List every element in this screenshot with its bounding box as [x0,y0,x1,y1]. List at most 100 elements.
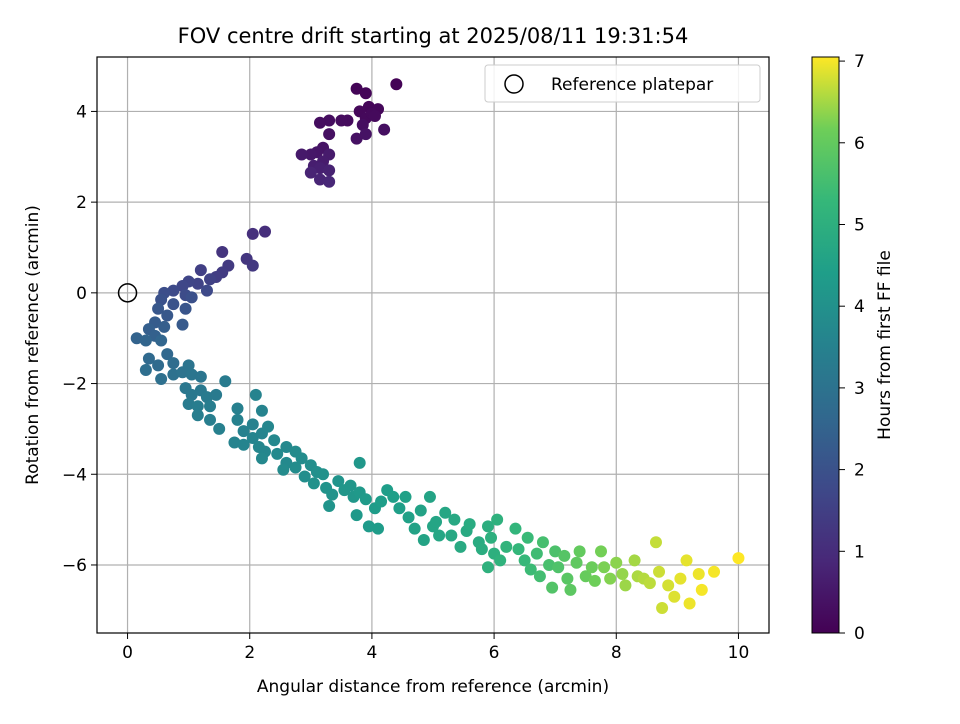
colorbar-ticks: 0 1 2 3 4 5 6 7 [839,52,865,644]
data-point [536,536,549,549]
data-point [326,488,339,501]
data-point [353,456,366,469]
data-point [500,540,513,553]
data-point [204,400,217,413]
data-point [323,128,336,141]
axes: 0 2 4 6 8 10 −6 −4 −2 0 2 4 [62,56,770,663]
data-point [255,404,268,417]
colorbar-gradient [811,56,840,634]
colorbar-tick-label: 0 [854,624,865,644]
data-point [268,434,281,447]
data-point [246,418,259,431]
legend: Reference platepar [484,64,761,103]
data-point [433,529,446,542]
data-point [139,363,152,376]
colorbar-tick-label: 6 [854,134,865,154]
data-point [295,148,308,161]
grid-lines [97,57,769,633]
chart-title: FOV centre drift starting at 2025/08/11 … [178,24,689,48]
data-point [372,522,385,535]
data-point [549,545,562,558]
colorbar-tick-label: 7 [854,52,865,72]
data-point [191,277,204,290]
x-tick-label: 0 [122,643,133,663]
data-point [323,500,336,513]
data-point [598,561,611,574]
data-point [167,298,180,311]
legend-label: Reference platepar [551,75,713,95]
data-point [313,162,326,175]
legend-box [484,64,761,103]
data-point [494,554,507,567]
data-point [210,388,223,401]
data-point [628,554,641,567]
data-point [546,581,559,594]
data-point [167,357,180,370]
data-point [161,348,174,361]
data-point [448,513,461,526]
data-point [213,422,226,435]
y-tick-label: 2 [76,193,87,213]
data-point [307,477,320,490]
data-point [604,572,617,585]
data-point [219,375,232,388]
data-point [708,565,721,578]
data-point [399,490,412,503]
data-point [262,420,275,433]
data-point [683,597,696,610]
data-point [182,359,195,372]
data-point [408,522,421,535]
data-point [142,352,155,365]
data-point [323,114,336,127]
data-points [117,78,745,615]
data-point [185,368,198,381]
y-tick-label: −4 [62,465,87,485]
data-point [417,534,430,547]
data-point [139,334,152,347]
data-point [167,368,180,381]
data-point [378,123,391,136]
data-point [246,431,259,444]
data-point [350,509,363,522]
data-point [463,518,476,531]
data-point [668,590,681,603]
data-point [445,529,458,542]
data-point [430,515,443,528]
colorbar-tick-label: 4 [854,297,865,317]
data-point [158,320,171,333]
data-point [362,520,375,533]
data-point [231,413,244,426]
x-tick-label: 4 [366,643,377,663]
data-point [237,438,250,451]
colorbar-tick-label: 5 [854,215,865,235]
colorbar-label: Hours from first FF file [875,250,895,440]
data-point [194,264,207,277]
data-point [332,475,345,488]
data-point [481,561,494,574]
y-tick-label: 4 [76,102,87,122]
data-point [475,543,488,556]
data-point [323,164,336,177]
data-point [533,570,546,583]
data-point [313,173,326,186]
colorbar-tick-label: 1 [854,542,865,562]
data-point [695,583,708,596]
data-point [643,577,656,590]
legend-marker-icon [504,74,524,94]
data-point [228,436,241,449]
data-point [295,452,308,465]
data-point [350,132,363,145]
data-point [359,493,372,506]
data-point [152,302,165,315]
data-point [530,547,543,560]
data-point [588,574,601,587]
colorbar-tick-label: 3 [854,379,865,399]
x-tick-label: 6 [489,643,500,663]
data-point [204,273,217,286]
data-point [304,166,317,179]
reference-point-marker [117,283,138,303]
data-point [390,78,403,91]
data-point [246,227,259,240]
data-point [317,468,330,481]
